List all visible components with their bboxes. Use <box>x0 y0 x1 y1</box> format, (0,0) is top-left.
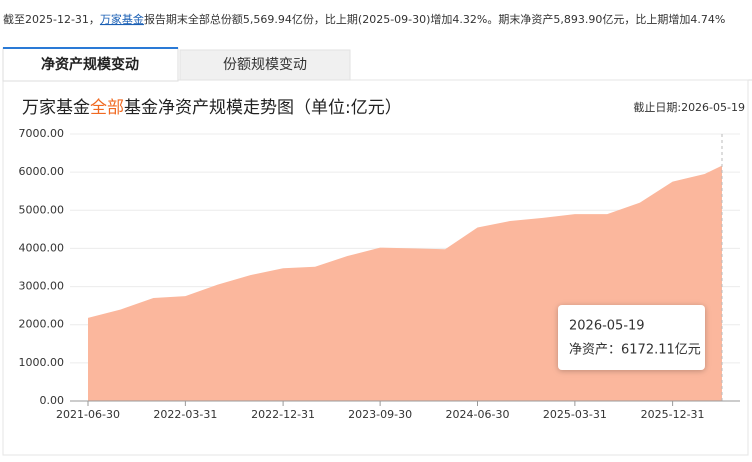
x-tick-label: 2021-06-30 <box>56 408 120 421</box>
tab-indicator <box>3 47 178 49</box>
summary: 截至2025-12-31，万家基金报告期末全部总份额5,569.94亿份，比上期… <box>3 12 725 26</box>
y-tick-label: 4000.00 <box>19 241 65 254</box>
title-highlight: 全部 <box>90 98 124 118</box>
title-part: 基金净资产规模走势图（单位:亿元） <box>124 98 402 118</box>
x-tick-label: 2022-03-31 <box>153 408 217 421</box>
y-tick-label: 1000.00 <box>19 356 65 369</box>
y-tick-label: 6000.00 <box>19 165 65 178</box>
tooltip-value: 净资产：6172.11亿元 <box>569 343 701 358</box>
tooltip-date: 2026-05-19 <box>569 319 645 334</box>
tab-label[interactable]: 份额规模变动 <box>223 57 307 73</box>
y-tick-label: 5000.00 <box>19 203 65 216</box>
x-tick-label: 2024-06-30 <box>446 408 510 421</box>
x-tick-label: 2023-09-30 <box>348 408 412 421</box>
x-tick-label: 2025-12-31 <box>641 408 705 421</box>
y-tick-label: 0.00 <box>40 394 65 407</box>
x-tick-label: 2022-12-31 <box>251 408 315 421</box>
tab-active[interactable] <box>2 47 179 82</box>
panel <box>2 79 749 456</box>
summary-rest: 报告期末全部总份额5,569.94亿份，比上期(2025-09-30)增加4.3… <box>144 12 725 26</box>
tab-label[interactable]: 净资产规模变动 <box>41 56 139 73</box>
fund-link[interactable]: 万家基金 <box>100 12 144 26</box>
summary-prefix: 截至2025-12-31， <box>3 12 100 26</box>
title-part: 万家基金 <box>22 98 90 118</box>
y-tick-label: 7000.00 <box>19 127 65 140</box>
y-tick-label: 3000.00 <box>19 280 65 293</box>
chart-subtitle: 截止日期:2026-05-19 <box>633 100 745 114</box>
x-tick-label: 2025-03-31 <box>543 408 607 421</box>
tooltip <box>558 305 705 370</box>
tab-inactive[interactable] <box>179 49 351 81</box>
y-tick-label: 2000.00 <box>19 318 65 331</box>
chart-title: 万家基金全部基金净资产规模走势图（单位:亿元） <box>22 98 402 118</box>
